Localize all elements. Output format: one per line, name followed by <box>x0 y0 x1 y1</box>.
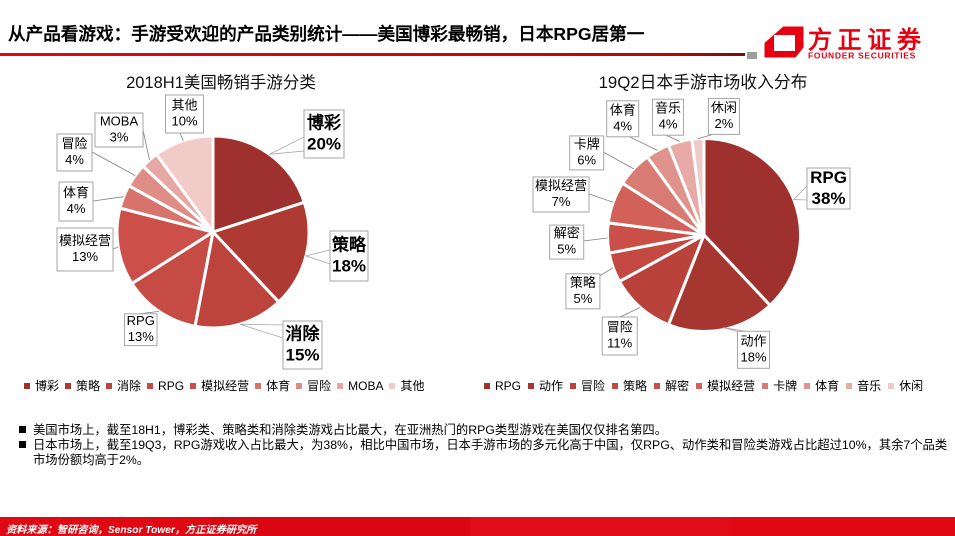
svg-text:解密: 解密 <box>554 226 580 241</box>
svg-text:4%: 4% <box>659 117 678 132</box>
svg-text:7%: 7% <box>552 194 571 209</box>
svg-text:体育: 体育 <box>610 102 636 117</box>
svg-text:模拟经营: 模拟经营 <box>59 233 111 248</box>
svg-text:13%: 13% <box>72 249 98 264</box>
svg-text:休闲: 休闲 <box>711 100 737 115</box>
svg-text:其他: 其他 <box>171 98 197 113</box>
svg-text:策略: 策略 <box>332 235 367 255</box>
svg-text:5%: 5% <box>574 291 593 306</box>
svg-text:38%: 38% <box>811 189 845 208</box>
svg-text:4%: 4% <box>67 201 86 216</box>
svg-text:冒险: 冒险 <box>607 320 633 335</box>
svg-text:5%: 5% <box>557 242 576 257</box>
svg-text:20%: 20% <box>307 135 341 154</box>
svg-text:MOBA: MOBA <box>100 114 139 129</box>
svg-text:13%: 13% <box>128 329 154 344</box>
svg-text:RPG: RPG <box>127 313 155 328</box>
svg-text:冒险: 冒险 <box>61 136 87 151</box>
svg-text:11%: 11% <box>607 336 632 351</box>
svg-text:4%: 4% <box>613 118 632 133</box>
svg-text:FOUNDER SECURITIES: FOUNDER SECURITIES <box>808 51 916 61</box>
svg-text:RPG: RPG <box>810 168 847 187</box>
svg-text:体育: 体育 <box>63 185 89 200</box>
svg-text:4%: 4% <box>65 152 84 167</box>
svg-text:音乐: 音乐 <box>655 101 681 116</box>
svg-text:卡牌: 卡牌 <box>574 136 600 151</box>
svg-text:10%: 10% <box>171 114 197 129</box>
svg-text:15%: 15% <box>285 346 319 365</box>
svg-text:6%: 6% <box>577 152 596 167</box>
svg-text:模拟经营: 模拟经营 <box>535 178 587 193</box>
svg-text:18%: 18% <box>332 257 366 276</box>
svg-text:18%: 18% <box>740 349 766 364</box>
svg-text:策略: 策略 <box>570 275 596 290</box>
svg-text:消除: 消除 <box>286 324 321 344</box>
svg-text:3%: 3% <box>110 130 129 145</box>
svg-text:动作: 动作 <box>740 333 766 348</box>
svg-text:博彩: 博彩 <box>307 113 341 133</box>
svg-text:2%: 2% <box>715 116 734 131</box>
